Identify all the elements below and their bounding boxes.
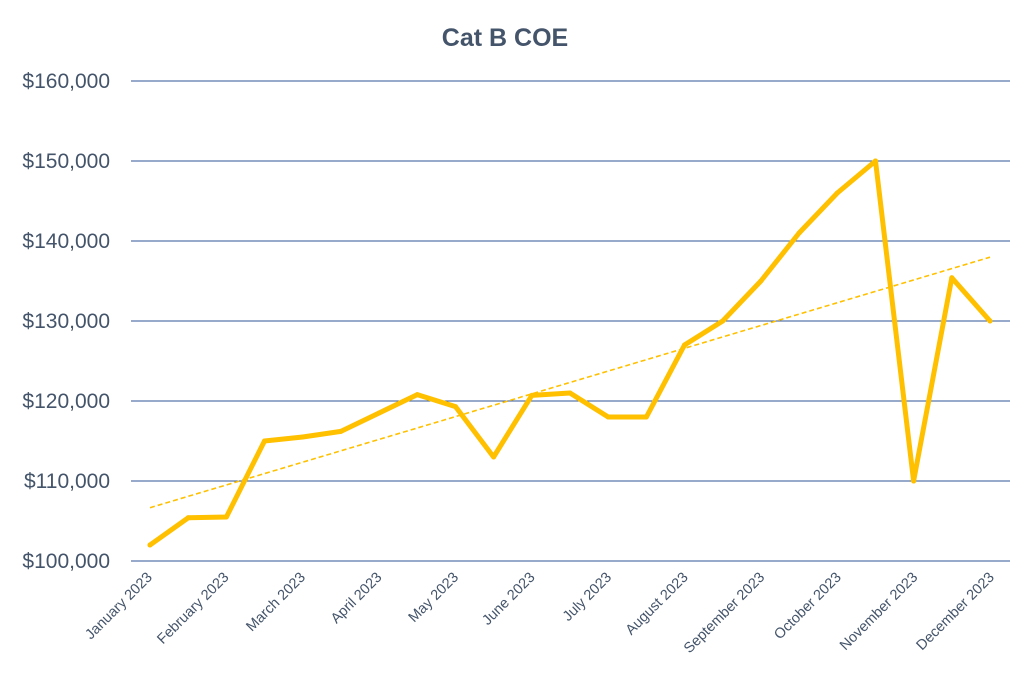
y-tick-label: $100,000 — [22, 550, 110, 573]
data-point — [720, 318, 726, 324]
data-point — [300, 434, 306, 440]
y-tick-label: $150,000 — [22, 150, 110, 173]
data-point — [682, 342, 688, 348]
x-tick-label: May 2023 — [406, 570, 462, 626]
x-tick-label: September 2023 — [681, 570, 768, 657]
x-tick-label: April 2023 — [328, 570, 385, 627]
x-tick-label: November 2023 — [837, 570, 921, 654]
y-tick-label: $120,000 — [22, 390, 110, 413]
series-line — [147, 158, 993, 548]
data-point — [872, 158, 878, 164]
data-point — [758, 278, 764, 284]
x-tick-label: October 2023 — [771, 570, 844, 643]
x-tick-label: June 2023 — [479, 570, 538, 629]
chart-title: Cat B COE — [441, 24, 569, 52]
x-tick-label: January 2023 — [82, 570, 155, 643]
data-point — [491, 454, 497, 460]
x-tick-label: February 2023 — [154, 570, 232, 648]
data-point — [987, 318, 993, 324]
x-tick-label: July 2023 — [560, 570, 615, 625]
x-tick-label: August 2023 — [623, 570, 692, 639]
data-point — [834, 190, 840, 196]
data-point — [185, 515, 191, 521]
data-point — [376, 410, 382, 416]
y-tick-label: $140,000 — [22, 230, 110, 253]
data-point — [567, 390, 573, 396]
y-tick-label: $160,000 — [22, 70, 110, 93]
data-point — [796, 230, 802, 236]
data-point — [911, 478, 917, 484]
data-point — [529, 392, 535, 398]
data-point — [262, 438, 268, 444]
y-tick-label: $130,000 — [22, 310, 110, 333]
data-point — [338, 428, 344, 434]
x-tick-label: March 2023 — [243, 570, 308, 635]
x-tick-label: December 2023 — [914, 570, 998, 654]
data-point — [223, 514, 229, 520]
data-point — [147, 542, 153, 548]
data-point — [414, 392, 420, 398]
data-point — [643, 414, 649, 420]
data-point — [605, 414, 611, 420]
y-tick-label: $110,000 — [24, 470, 110, 493]
trendline — [149, 256, 991, 509]
data-point — [949, 275, 955, 281]
data-point — [452, 404, 458, 410]
